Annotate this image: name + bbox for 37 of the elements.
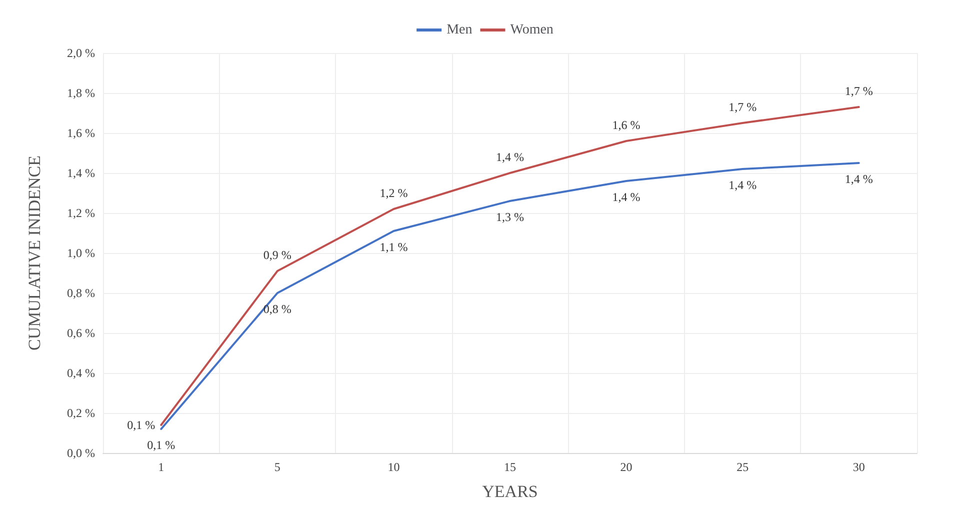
- x-axis-title: YEARS: [482, 482, 538, 501]
- x-tick-label: 30: [852, 460, 865, 474]
- data-label: 1,7 %: [728, 100, 757, 114]
- x-tick-label: 15: [504, 460, 516, 474]
- x-tick-label: 10: [388, 460, 400, 474]
- y-tick-label: 1,4 %: [67, 166, 95, 180]
- line-series: [160, 162, 860, 430]
- data-label: 1,4 %: [844, 172, 873, 186]
- data-label: 1,7 %: [844, 84, 873, 98]
- y-tick-label: 0,6 %: [67, 326, 95, 340]
- y-tick-label: 1,2 %: [67, 206, 95, 220]
- x-tick-label: 1: [158, 460, 164, 474]
- y-tick-label: 1,6 %: [67, 126, 95, 140]
- y-tick-label: 2,0 %: [67, 46, 95, 60]
- data-label: 0,1 %: [147, 438, 176, 452]
- data-label: 1,3 %: [496, 210, 524, 224]
- data-label: 1,6 %: [612, 118, 640, 132]
- data-label: 1,4 %: [612, 190, 640, 204]
- data-label: 1,1 %: [380, 240, 408, 254]
- data-label: 0,1 %: [127, 418, 156, 432]
- y-axis-title: CUMULATIVE INIDENCE: [25, 155, 44, 351]
- x-tick-label: 25: [736, 460, 749, 474]
- y-tick-label: 0,2 %: [67, 406, 95, 420]
- y-tick-label: 0,8 %: [67, 286, 95, 300]
- y-tick-label: 1,0 %: [67, 246, 95, 260]
- y-tick-label: 0,4 %: [67, 366, 95, 380]
- y-tick-label: 0,0 %: [67, 446, 95, 460]
- data-label: 0,9 %: [263, 248, 292, 262]
- x-tick-label: 20: [620, 460, 632, 474]
- legend-label: Women: [510, 22, 554, 38]
- data-label: 1,4 %: [728, 178, 757, 192]
- data-label: 1,2 %: [380, 186, 408, 200]
- legend-label: Men: [446, 22, 472, 38]
- y-tick-label: 1,8 %: [67, 86, 95, 100]
- data-label: 1,4 %: [496, 150, 524, 164]
- x-tick-label: 5: [274, 460, 280, 474]
- data-label: 0,8 %: [263, 302, 292, 316]
